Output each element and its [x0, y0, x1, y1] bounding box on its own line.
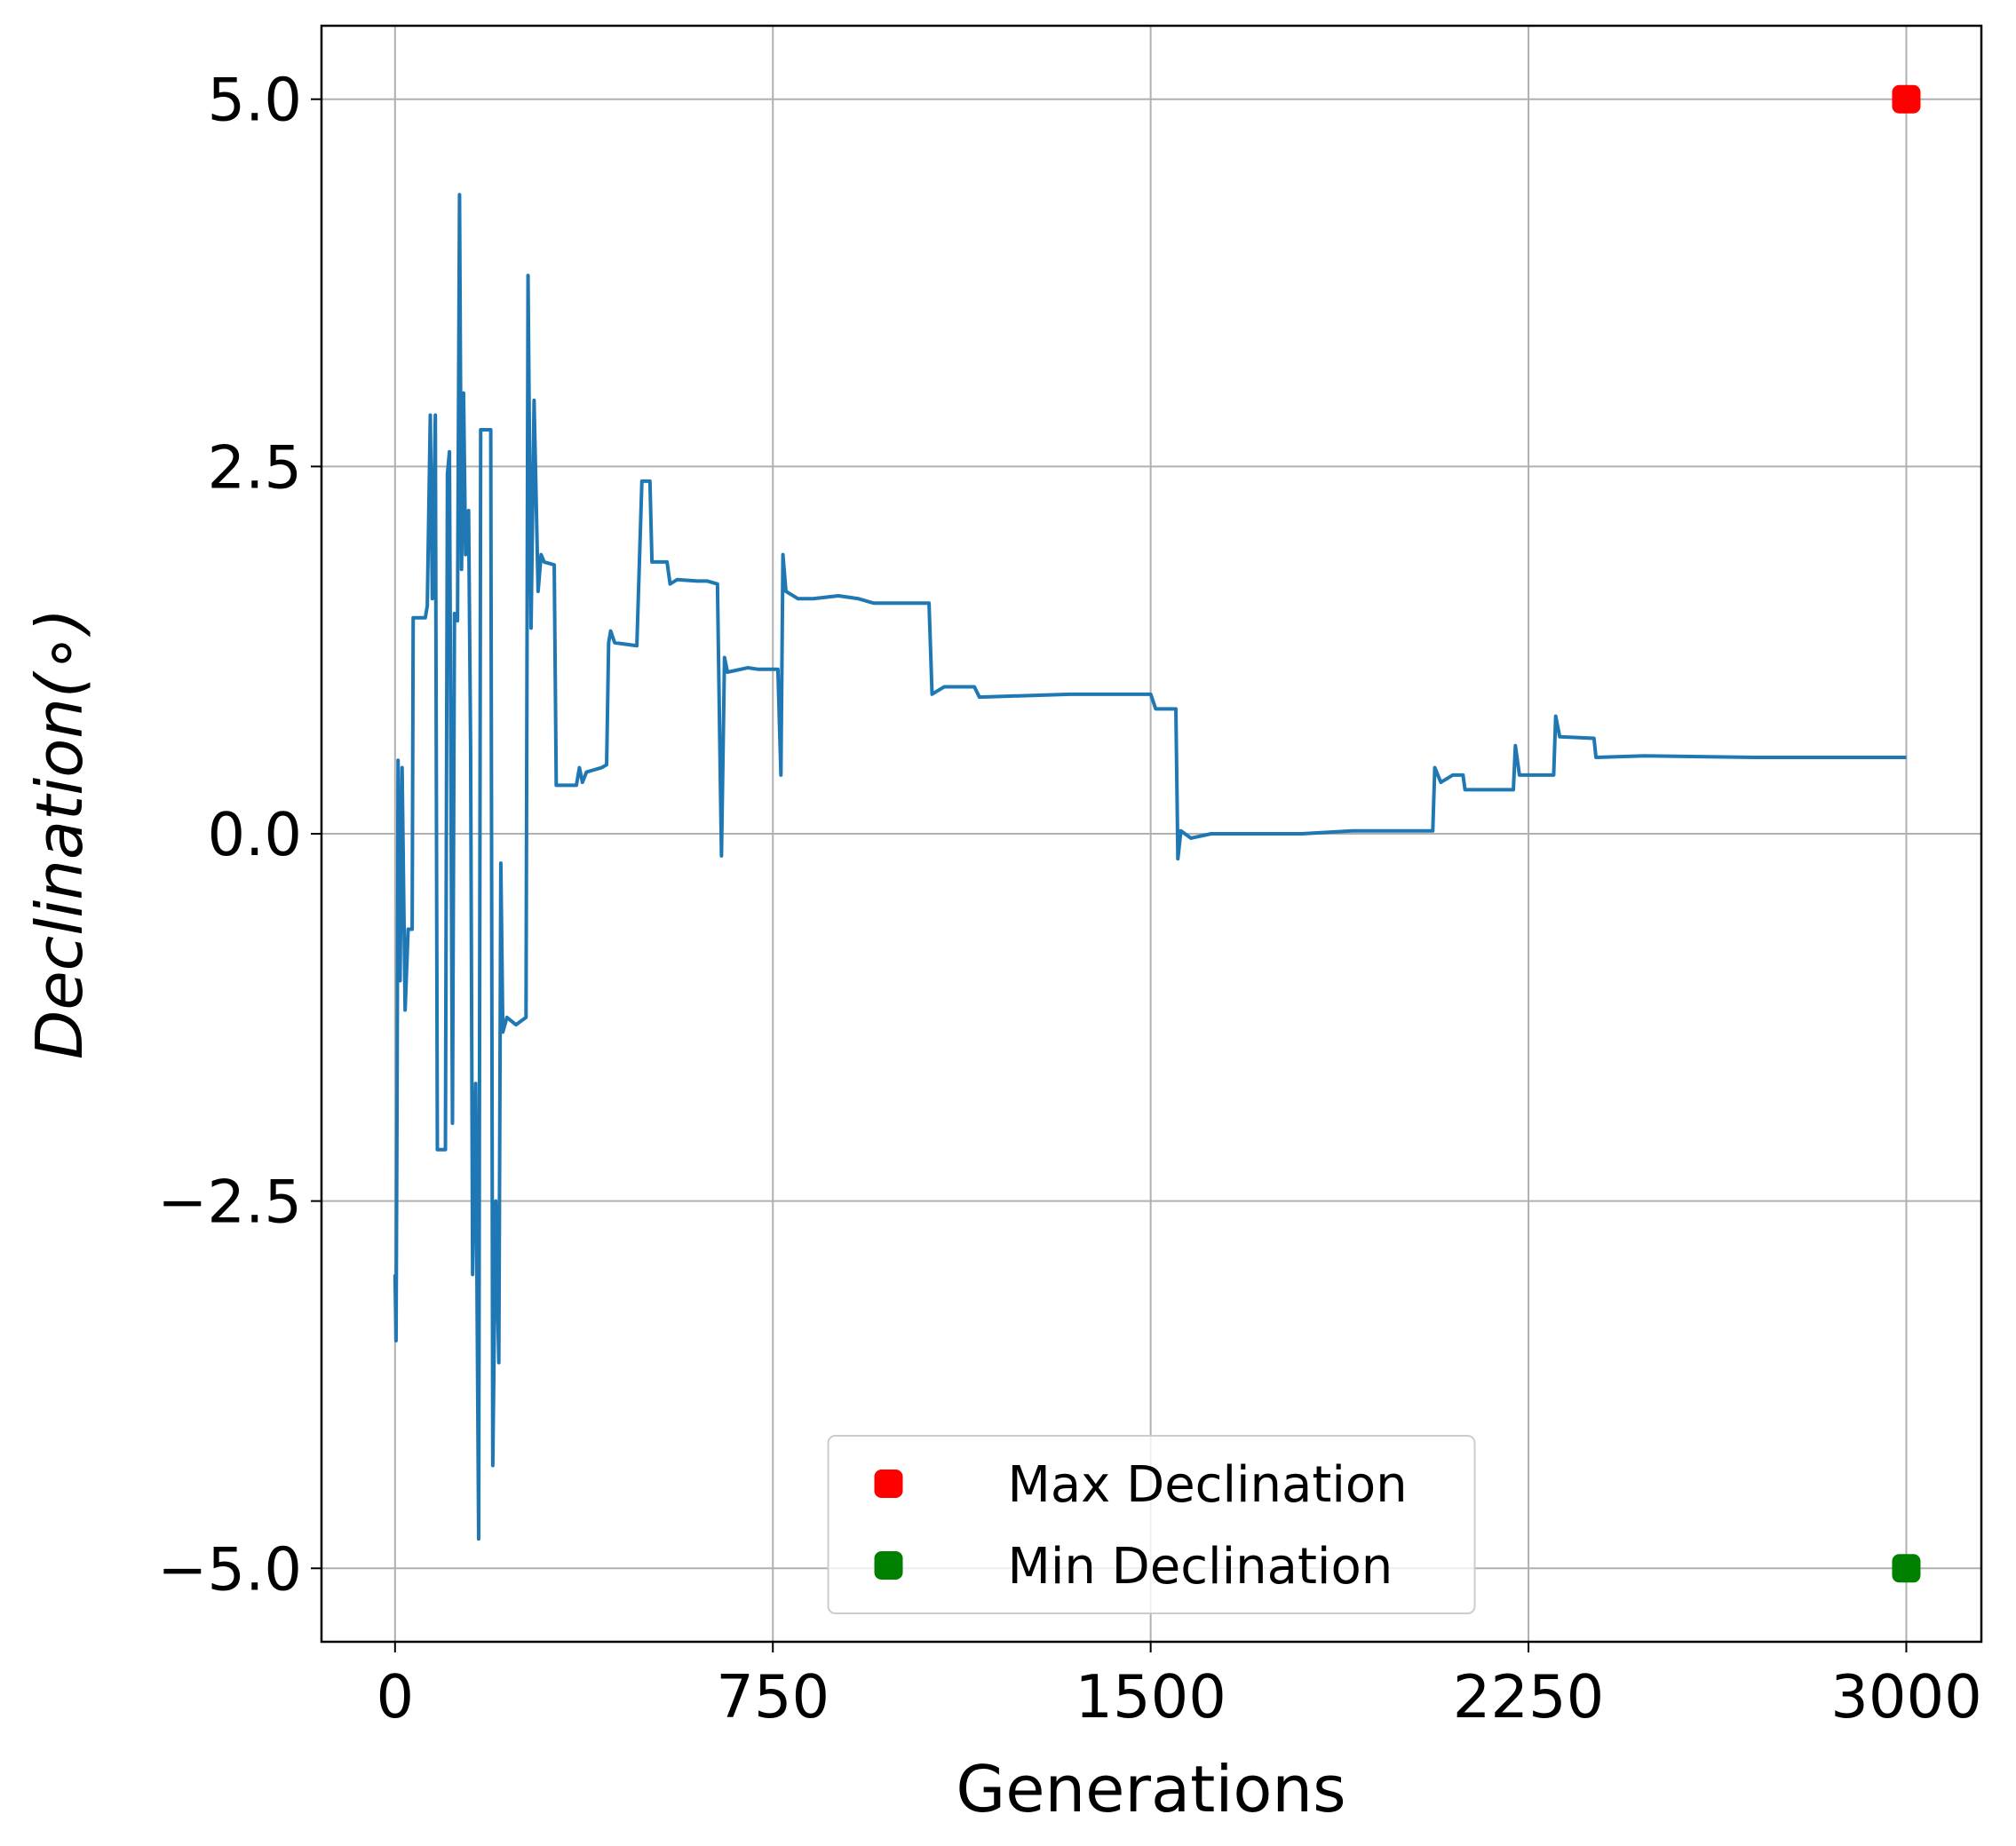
marker [1892, 1554, 1921, 1583]
y-tick-label: −5.0 [157, 1534, 302, 1604]
x-tick-label: 1500 [1075, 1662, 1226, 1731]
y-tick-label: 0.0 [207, 800, 302, 869]
marker [1892, 84, 1921, 114]
y-tick-label: 2.5 [207, 432, 302, 502]
legend-label: Min Declination [1008, 1538, 1393, 1596]
x-tick-label: 2250 [1453, 1662, 1605, 1731]
x-tick-label: 750 [716, 1662, 829, 1731]
legend-box [827, 1435, 1476, 1614]
y-axis-label: Declination(∘) [22, 608, 97, 1059]
legend-label: Max Declination [1008, 1456, 1408, 1514]
legend: Max Declination Min Declination [827, 1435, 1476, 1614]
plot-frame [320, 24, 1983, 1644]
x-tick-label: 3000 [1830, 1662, 1982, 1731]
legend-marker [874, 1470, 903, 1498]
y-tick-label: 5.0 [207, 66, 302, 135]
x-axis-label: Generations [956, 1752, 1345, 1826]
legend-marker [874, 1551, 903, 1580]
x-tick-label: 0 [376, 1662, 414, 1731]
data-line [393, 193, 1907, 1541]
y-tick-label: −2.5 [157, 1168, 302, 1237]
